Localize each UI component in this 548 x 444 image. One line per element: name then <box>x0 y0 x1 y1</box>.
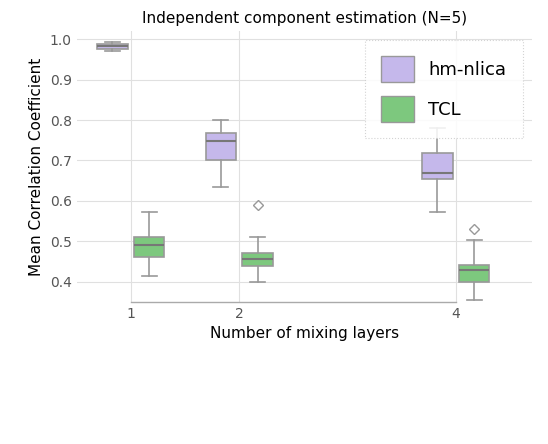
PathPatch shape <box>134 237 164 257</box>
PathPatch shape <box>242 253 273 266</box>
X-axis label: Number of mixing layers: Number of mixing layers <box>209 326 399 341</box>
PathPatch shape <box>422 153 453 178</box>
Y-axis label: Mean Correlation Coefficient: Mean Correlation Coefficient <box>29 57 44 276</box>
Title: Independent component estimation (N=5): Independent component estimation (N=5) <box>141 11 467 26</box>
PathPatch shape <box>98 44 128 49</box>
PathPatch shape <box>459 265 489 281</box>
Legend: hm-nlica, TCL: hm-nlica, TCL <box>365 40 523 138</box>
PathPatch shape <box>206 133 236 160</box>
